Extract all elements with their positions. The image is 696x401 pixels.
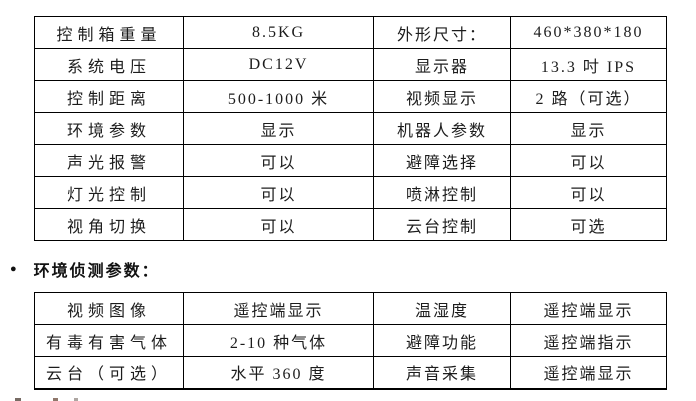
spec-value-cell: 遥控端显示 [510,292,667,325]
spec-label-cell: 控制距离 [34,80,184,113]
spec-label-cell: 有毒有害气体 [34,324,184,357]
spec-label-cell: 云台控制 [373,208,511,241]
table-row: 系统电压 DC12V 显示器 13.3 吋 IPS [34,48,667,81]
spec-value-cell: 可选 [510,208,667,241]
spec-value-cell: 可以 [183,208,374,241]
spec-value-cell: 遥控端显示 [183,292,374,325]
environment-detection-table: 视频图像 遥控端显示 温湿度 遥控端显示 有毒有害气体 2-10 种气体 避障功能 遥控端指示… [34,292,667,390]
spec-label-cell: 声音采集 [373,356,511,389]
table-row: 灯光控制 可以 喷淋控制 可以 [34,176,667,209]
table-row: 视角切换 可以 云台控制 可选 [34,208,667,241]
table-row: 控制距离 500-1000 米视频显示 2 路（可选） [34,80,667,113]
spec-value-cell: 水平 360 度 [183,356,374,389]
spec-value-cell: DC12V [183,48,374,81]
section-heading-label: 环境侦测参数： [33,263,160,280]
spec-label-cell: 机器人参数 [373,112,511,145]
spec-value-cell: 500-1000 米 [183,80,374,113]
spec-value-cell: 2 路（可选） [510,80,667,113]
bullet-icon: ● [10,263,17,275]
spec-value-cell: 可以 [183,144,374,177]
spec-label-cell: 避障选择 [373,144,511,177]
spec-value-cell: 遥控端显示 [510,356,667,389]
table-row: 环境参数 显示 机器人参数 显示 [34,112,667,145]
spec-value-cell: 遥控端指示 [510,324,667,357]
spec-label-cell: 声光报警 [34,144,184,177]
spec-label-cell: 喷淋控制 [373,176,511,209]
spec-value-cell: 8.5KG [183,16,374,49]
table-row: 有毒有害气体 2-10 种气体 避障功能 遥控端指示 [34,324,667,357]
table-row: 声光报警 可以 避障选择 可以 [34,144,667,177]
spec-value-cell: 2-10 种气体 [183,324,374,357]
spec-value-cell: 460*380*180 [510,16,667,49]
cropped-text-fragment [53,398,58,401]
spec-value-cell: 可以 [510,176,667,209]
cropped-text-fragment [74,398,78,401]
cropped-text-fragment [15,398,21,401]
spec-value-cell: 显示 [510,112,667,145]
table-row: 云台（可选） 水平 360 度声音采集 遥控端显示 [34,356,667,389]
control-box-spec-table: 控制箱重量 8.5KG 外形尺寸： 460*380*180 系统电压 DC12V 显示器 13… [34,16,667,241]
spec-value-cell: 显示 [183,112,374,145]
section-heading: ● 环境侦测参数： [10,257,160,281]
spec-value-cell: 可以 [510,144,667,177]
table-row: 控制箱重量 8.5KG 外形尺寸： 460*380*180 [34,16,667,49]
spec-label-cell: 视频显示 [373,80,511,113]
spec-label-cell: 云台（可选） [34,356,184,389]
spec-label-cell: 灯光控制 [34,176,184,209]
spec-label-cell: 显示器 [373,48,511,81]
table-row: 视频图像 遥控端显示 温湿度 遥控端显示 [34,292,667,325]
spec-value-cell: 可以 [183,176,374,209]
spec-label-cell: 温湿度 [373,292,511,325]
spec-label-cell: 外形尺寸： [373,16,511,49]
spec-label-cell: 系统电压 [34,48,184,81]
spec-label-cell: 避障功能 [373,324,511,357]
spec-label-cell: 视频图像 [34,292,184,325]
spec-label-cell: 控制箱重量 [34,16,184,49]
spec-label-cell: 视角切换 [34,208,184,241]
spec-label-cell: 环境参数 [34,112,184,145]
spec-value-cell: 13.3 吋 IPS [510,48,667,81]
